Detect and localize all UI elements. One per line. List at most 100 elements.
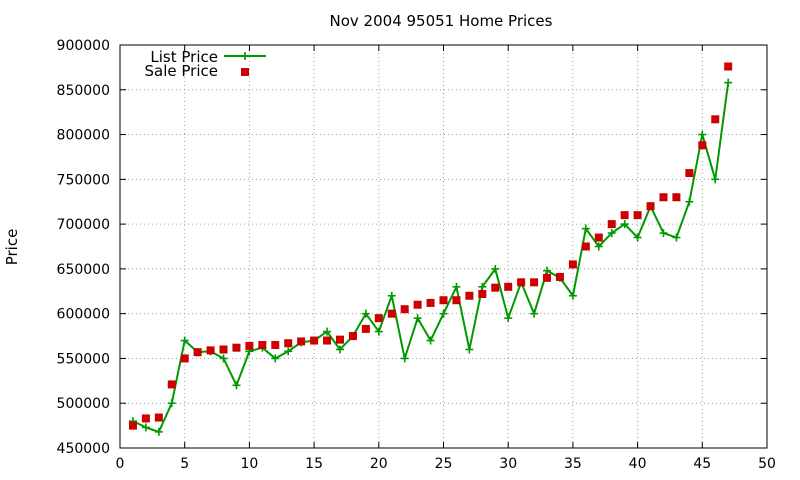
list-price-point — [426, 336, 435, 345]
sale-price-point — [323, 336, 332, 345]
list-price-point — [672, 233, 681, 242]
list-price-point — [724, 78, 733, 87]
y-tick-label: 800000 — [57, 128, 110, 144]
y-tick-label: 850000 — [57, 83, 110, 99]
sale-price-point — [646, 202, 655, 211]
sale-price-point — [310, 336, 319, 345]
axes: 0 5 10 15 20 25 30 35 40 45 50 450000 500000 550000 60… — [57, 38, 776, 472]
legend-label-list-price: List Price — [150, 48, 218, 66]
sale-price-point — [555, 272, 564, 281]
list-price-point — [530, 309, 539, 318]
sale-price-point — [167, 380, 176, 389]
sale-price-point — [439, 296, 448, 305]
sale-price-point — [258, 341, 267, 350]
list-price-point — [232, 381, 241, 390]
grid-lines — [120, 45, 767, 448]
sale-price-point — [141, 414, 150, 423]
sale-price-point — [232, 343, 241, 352]
list-price-point — [154, 427, 163, 436]
sale-price-point — [361, 324, 370, 333]
list-price-point — [180, 336, 189, 345]
list-price-point — [711, 175, 720, 184]
sale-price-point — [374, 314, 383, 323]
sale-price-point — [568, 260, 577, 269]
y-tick-label: 700000 — [57, 217, 110, 233]
list-price-line — [132, 82, 730, 433]
list-price-point — [607, 229, 616, 238]
sale-price-point — [245, 341, 254, 350]
sale-price-point — [426, 298, 435, 307]
x-tick-label: 0 — [116, 456, 125, 472]
list-price-point — [491, 264, 500, 273]
sale-price-point — [348, 332, 357, 341]
list-price-point — [465, 345, 474, 354]
y-tick-label: 750000 — [57, 172, 110, 188]
sale-price-point — [581, 242, 590, 251]
x-tick-label: 35 — [564, 456, 582, 472]
sale-price-point — [491, 283, 500, 292]
x-tick-label: 25 — [435, 456, 453, 472]
series-layer — [128, 62, 733, 436]
sale-price-point — [180, 354, 189, 363]
list-price-point — [659, 229, 668, 238]
sale-price-point — [685, 169, 694, 178]
y-tick-label: 550000 — [57, 351, 110, 367]
list-price-point — [323, 327, 332, 336]
list-price-point — [594, 242, 603, 251]
plot-frame — [119, 44, 768, 449]
list-price-point — [413, 314, 422, 323]
x-tick-label: 30 — [499, 456, 517, 472]
x-tick-label: 15 — [305, 456, 323, 472]
sale-price-point — [206, 346, 215, 355]
list-price-point — [400, 354, 409, 363]
sale-price-point — [219, 345, 228, 354]
sale-price-point — [517, 278, 526, 287]
sale-price-point — [594, 233, 603, 242]
y-tick-label: 600000 — [57, 307, 110, 323]
list-price-point — [543, 266, 552, 275]
sale-price-point — [284, 339, 293, 348]
y-axis-label: Price — [3, 229, 21, 266]
list-price-point — [374, 327, 383, 336]
x-tick-label: 50 — [758, 456, 776, 472]
sale-price-point — [724, 62, 733, 71]
list-price-point — [478, 282, 487, 291]
x-tick-label: 40 — [629, 456, 647, 472]
sale-price-point — [672, 193, 681, 202]
list-price-point — [698, 130, 707, 139]
sale-price-point — [387, 309, 396, 318]
sale-price-point — [128, 421, 137, 430]
sale-price-point — [620, 211, 629, 220]
sale-price-point — [193, 348, 202, 357]
list-price-point — [452, 282, 461, 291]
sale-price-point — [659, 193, 668, 202]
list-price-point — [141, 423, 150, 432]
list-price-point — [620, 220, 629, 229]
sale-price-point — [504, 282, 513, 291]
legend-marker-sale-price — [241, 68, 249, 76]
x-tick-label: 10 — [240, 456, 258, 472]
chart-title: Nov 2004 95051 Home Prices — [330, 12, 553, 30]
list-price-point — [439, 309, 448, 318]
legend-label-sale-price: Sale Price — [145, 62, 218, 80]
x-tick-label: 20 — [370, 456, 388, 472]
list-price-point — [633, 233, 642, 242]
sale-price-point — [413, 300, 422, 309]
list-price-point — [219, 354, 228, 363]
list-price-point — [685, 197, 694, 206]
sale-price-point — [154, 413, 163, 422]
sale-price-point — [698, 141, 707, 150]
legend: List Price Sale Price — [145, 48, 266, 80]
x-tick-label: 5 — [180, 456, 189, 472]
sale-price-point — [271, 341, 280, 350]
list-price-point — [387, 291, 396, 300]
sale-price-point — [530, 278, 539, 287]
list-price-point — [271, 354, 280, 363]
sale-price-point — [465, 291, 474, 300]
sale-price-point — [297, 337, 306, 346]
sale-price-point — [633, 211, 642, 220]
list-price-point — [284, 347, 293, 356]
sale-price-point — [711, 115, 720, 124]
